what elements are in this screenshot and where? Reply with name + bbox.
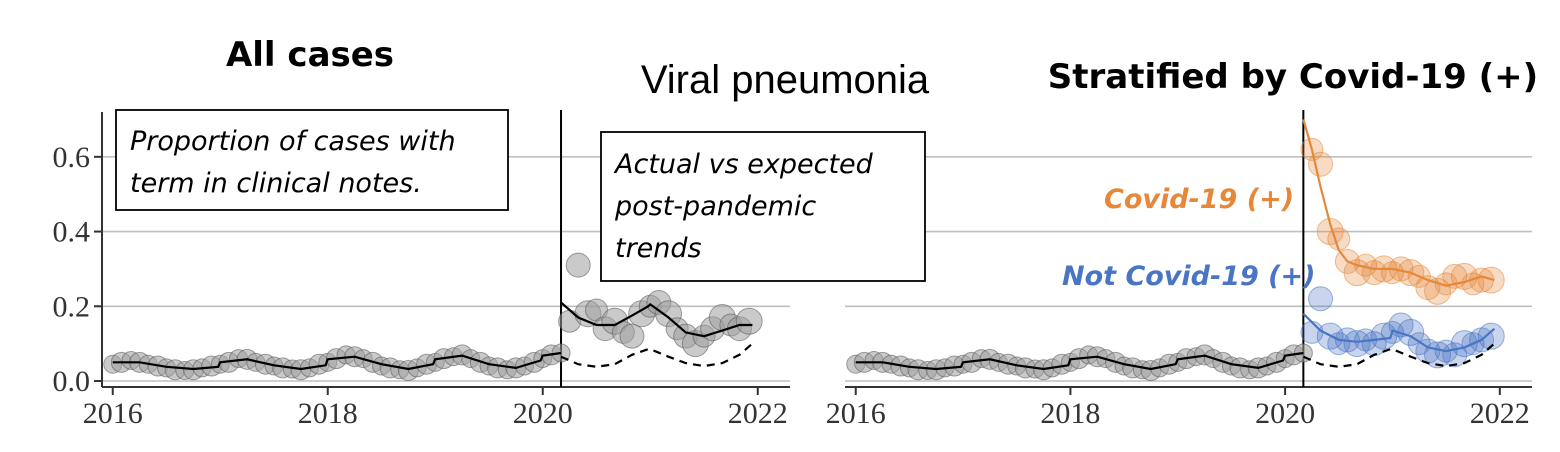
not-covid-fit-line <box>1302 313 1496 353</box>
all-cases-point <box>619 323 645 349</box>
left-panel-title: All cases <box>226 35 394 75</box>
x-tick-label-2020: 2020 <box>1255 397 1315 430</box>
x-tick-label-2018: 2018 <box>298 397 358 430</box>
y-tick-label-0.0: 0.0 <box>53 365 91 398</box>
right-panel: 2016 2018 2020 2022 <box>826 110 1532 430</box>
expected-trend-line <box>560 342 754 368</box>
not-covid-point <box>1450 330 1478 358</box>
x-tick-label-2022: 2022 <box>728 397 788 430</box>
x-tick-label-2020: 2020 <box>513 397 573 430</box>
left-annotation-line-1: Proportion of cases with <box>130 126 456 157</box>
post-pandemic-fit-line <box>560 301 753 338</box>
expected-trend-line <box>1302 342 1496 368</box>
covid-positive-point <box>1308 151 1334 177</box>
x-tick-label-2022: 2022 <box>1470 397 1530 430</box>
figure-title: Viral pneumonia <box>641 58 930 102</box>
y-tick-label-0.4: 0.4 <box>53 216 91 249</box>
pre-pandemic-fit-line <box>112 351 562 371</box>
y-tick-label-0.2: 0.2 <box>53 290 91 323</box>
covid-positive-point <box>1380 261 1404 285</box>
y-tick-label-0.6: 0.6 <box>53 141 91 174</box>
covid-positive-label: Covid-19 (+) <box>1104 184 1294 215</box>
not-covid-point <box>1308 286 1334 312</box>
left-annotation-box: Proportion of cases with term in clinica… <box>115 109 509 211</box>
x-tick-label-2018: 2018 <box>1040 397 1100 430</box>
all-cases-point <box>565 252 591 278</box>
all-cases-point <box>735 307 763 335</box>
covid-positive-fit-line <box>1302 119 1495 287</box>
middle-annotation-box: Actual vs expected post-pandemic trends <box>600 131 926 282</box>
x-tick-label-2016: 2016 <box>826 397 886 430</box>
not-covid-label: Not Covid-19 (+) <box>1062 261 1315 292</box>
not-covid-point <box>1477 322 1505 350</box>
x-tick-label-2016: 2016 <box>83 397 143 430</box>
right-panel-title: Stratified by Covid-19 (+) <box>1048 57 1538 97</box>
middle-annotation-line-3: trends <box>615 233 702 264</box>
pre-pandemic-fit-line <box>855 351 1304 371</box>
middle-annotation-line-1: Actual vs expected <box>613 149 874 180</box>
left-annotation-line-2: term in clinical notes. <box>130 168 422 199</box>
left-panel: 2016 2018 2020 2022 0.0 0.2 0.4 0.6 <box>53 110 790 430</box>
middle-annotation-line-2: post-pandemic <box>614 191 816 222</box>
